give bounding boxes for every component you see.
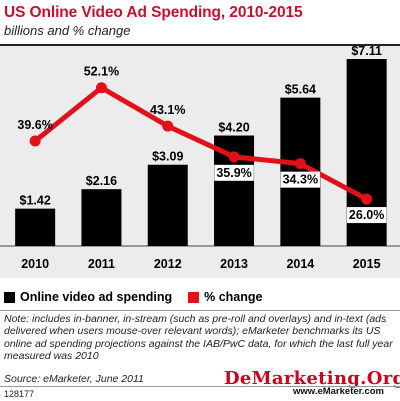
line-point-2014 (294, 158, 306, 170)
legend-item-bars: Online video ad spending (4, 290, 172, 304)
line-label-2010: 39.6% (17, 118, 52, 132)
x-tick-label-2012: 2012 (154, 257, 182, 271)
divider-bottom (0, 386, 400, 387)
x-tick-label-2013: 2013 (220, 257, 248, 271)
chart-title: US Online Video Ad Spending, 2010-2015 (4, 4, 303, 21)
line-label-bg-2013 (214, 164, 254, 181)
bar-label-2011: $2.16 (86, 174, 117, 188)
plot-area: $1.42 $2.16 $3.09 $4.20 $5.64 $7.11 39.6% 52.1%… (0, 44, 400, 278)
brand-url: www.eMarketer.com (293, 386, 384, 397)
line-label-bg-2014 (280, 171, 321, 188)
line-series-percent-change (33, 85, 368, 202)
line-point-2013 (228, 151, 240, 163)
line-label-2015: 26.0% (349, 208, 384, 222)
legend-label-bars: Online video ad spending (20, 290, 173, 304)
legend-swatch-bars (4, 291, 15, 303)
bar-label-2010: $1.42 (20, 194, 51, 208)
line-point-2010 (29, 135, 41, 147)
line-label-bg-2015 (346, 207, 387, 224)
bar-2011 (81, 189, 122, 246)
legend: Online video ad spending % change (4, 290, 272, 304)
bar-label-2013: $4.20 (218, 121, 249, 135)
line-label-2014: 34.3% (283, 173, 318, 187)
line-point-2015 (361, 193, 373, 205)
chart-svg: $1.42 $2.16 $3.09 $4.20 $5.64 $7.11 39.6% 52.1%… (0, 46, 400, 271)
bar-label-2015: $7.11 (351, 46, 382, 58)
legend-item-line: % change (188, 290, 262, 304)
line-point-2012 (162, 120, 174, 132)
divider-top (0, 310, 400, 311)
line-label-2011: 52.1% (84, 65, 119, 79)
footnote: Note: includes in-banner, in-stream (suc… (4, 313, 393, 362)
legend-label-line: % change (204, 290, 263, 304)
legend-swatch-line (188, 291, 200, 303)
line-point-2011 (95, 82, 107, 94)
bar-label-2012: $3.09 (152, 150, 183, 164)
bar-2012 (147, 164, 188, 246)
x-tick-label-2011: 2011 (88, 257, 115, 271)
watermark: DeMarketing.Org (224, 368, 400, 389)
x-tick-label-2010: 2010 (21, 257, 49, 271)
chart-id: 128177 (4, 389, 35, 399)
x-tick-label-2015: 2015 (353, 257, 381, 271)
source-text: Source: eMarketer, June 2011 (4, 373, 144, 385)
bar-label-2014: $5.64 (285, 83, 316, 97)
chart-subtitle: billions and % change (4, 23, 131, 38)
x-tick-label-2014: 2014 (286, 257, 314, 271)
line-label-2012: 43.1% (150, 103, 185, 117)
bar-2010 (15, 208, 56, 246)
line-label-2013: 35.9% (216, 166, 251, 180)
